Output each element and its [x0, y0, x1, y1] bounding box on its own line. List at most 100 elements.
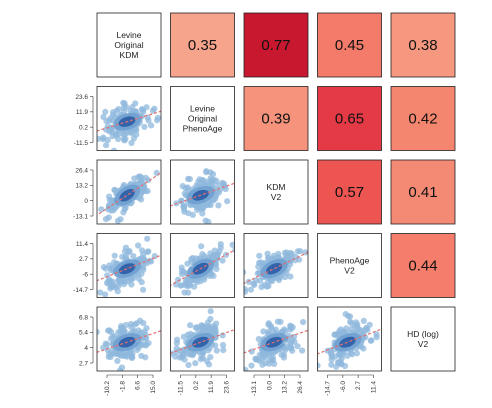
scatter-point — [102, 265, 109, 272]
panel-grid: 0.35 0.77 0.45 0.38 0.39 0.65 0.42 0.57 0.41 0.44… — [96, 12, 456, 372]
scatter-point — [287, 322, 294, 329]
scatter-point — [280, 354, 287, 361]
scatter-point — [118, 364, 126, 371]
diag-cell-4 — [390, 306, 456, 372]
scatter-point — [204, 319, 212, 326]
scatter-point — [97, 328, 100, 336]
scatter-panel-3-1 — [170, 233, 235, 298]
corr-value-1-2: 0.39 — [261, 111, 290, 128]
scatter-point — [294, 248, 302, 255]
scatter-point — [119, 253, 126, 260]
scatter-point — [185, 289, 192, 296]
scatter-point — [213, 320, 220, 327]
scatter-point — [345, 313, 352, 320]
scatter-point — [98, 206, 105, 213]
scatter-point — [181, 190, 188, 197]
scatter-frame-4-3 — [317, 306, 382, 372]
scatter-point — [344, 352, 351, 359]
diag-label-3-1: V2 — [344, 266, 355, 276]
scatter-point — [122, 321, 129, 329]
diag-label-4-1: V2 — [418, 339, 429, 349]
scatter-point — [244, 366, 249, 371]
scatter-point — [348, 351, 356, 358]
scatter-point — [181, 350, 188, 357]
scatter-frame-3-1 — [170, 233, 235, 298]
y-tick-label: 0.2 — [79, 124, 88, 131]
corr-value-0-4: 0.38 — [408, 37, 437, 54]
x-tick-label: 0.2 — [193, 381, 200, 390]
scatter-point — [116, 350, 123, 357]
scatter-point — [256, 277, 264, 284]
y-tick-label: 26.4 — [75, 167, 88, 174]
scatter-panel-3-2 — [243, 233, 309, 298]
scatter-point — [195, 178, 202, 185]
scatter-point — [115, 106, 122, 113]
x-tick-label: 15.0 — [150, 381, 157, 394]
scatter-point — [187, 322, 194, 329]
scatter-point — [141, 257, 148, 264]
scatter-point — [217, 244, 224, 251]
y-tick-label: 2.7 — [79, 360, 88, 367]
scatter-point — [124, 129, 131, 136]
corr-value-1-4: 0.42 — [408, 111, 437, 128]
scatter-frame-3-0 — [96, 233, 162, 298]
x-tick-label: 11.4 — [371, 381, 378, 394]
scatter-point — [135, 271, 142, 278]
scatter-point — [277, 318, 284, 325]
scatter-point — [130, 253, 137, 260]
scatter-point — [97, 289, 104, 296]
scatter-point — [300, 319, 307, 326]
scatter-point — [219, 257, 226, 264]
scatter-point — [132, 108, 139, 115]
scatter-point — [211, 252, 218, 259]
scatter-panel-4-1 — [170, 306, 235, 372]
scatter-point — [328, 351, 335, 358]
scatter-point — [261, 281, 268, 289]
scatter-point — [287, 273, 294, 280]
scatter-point — [224, 198, 231, 205]
scatter-point — [122, 352, 129, 359]
scatter-point — [353, 350, 360, 357]
scatter-point — [142, 174, 149, 181]
scatter-point — [269, 354, 276, 361]
scatter-point — [151, 253, 158, 260]
scatter-point — [256, 252, 263, 259]
scatter-point — [140, 286, 147, 293]
scatter-point — [364, 326, 371, 333]
scatter-point — [360, 317, 367, 324]
scatter-point — [189, 254, 196, 262]
x-tick-label: -11.5 — [178, 381, 185, 396]
scatter-panel-4-3 — [317, 306, 382, 372]
y-tick-label: -13.1 — [73, 213, 88, 220]
scatter-frame-2-1 — [170, 159, 235, 225]
diag-label-2-1: V2 — [271, 192, 282, 202]
diag-cell-0 — [96, 12, 162, 78]
diag-cell-1 — [170, 86, 235, 151]
scatter-point — [207, 169, 214, 176]
x-tick-label: 13.2 — [282, 381, 289, 394]
x-axes: -10.2 -1.8 6.6 15.0 -11.5 0.2 11.9 23.6 -13.1 0.0… — [104, 374, 378, 396]
scatter-frame-2-0 — [96, 159, 162, 225]
scatter-point — [197, 205, 204, 212]
diag-label-1-2: PhenoAge — [183, 124, 223, 134]
scatter-point — [102, 340, 109, 347]
y-tick-label: -11.5 — [74, 140, 89, 147]
corr-value-0-1: 0.35 — [188, 37, 217, 54]
corr-cell-1-3 — [317, 86, 382, 151]
scatter-point — [142, 342, 149, 349]
corr-cell-0-4 — [390, 12, 456, 78]
diag-label-1-1: Original — [188, 114, 217, 124]
scatter-point — [255, 336, 262, 343]
scatter-point — [143, 104, 150, 111]
scatter-frame-1-0 — [96, 86, 162, 151]
corr-value-3-4: 0.44 — [408, 258, 437, 275]
scatter-point — [111, 147, 118, 151]
scatter-frame-4-2 — [243, 306, 309, 372]
scatter-panel-2-0 — [96, 159, 162, 225]
scatter-point — [275, 276, 283, 284]
diag-label-0-1: Original — [114, 40, 143, 50]
y-tick-label: -14.7 — [73, 287, 88, 294]
scatter-frame-3-2 — [243, 233, 309, 298]
diag-cell-3 — [317, 233, 382, 298]
scatter-point — [187, 351, 194, 358]
